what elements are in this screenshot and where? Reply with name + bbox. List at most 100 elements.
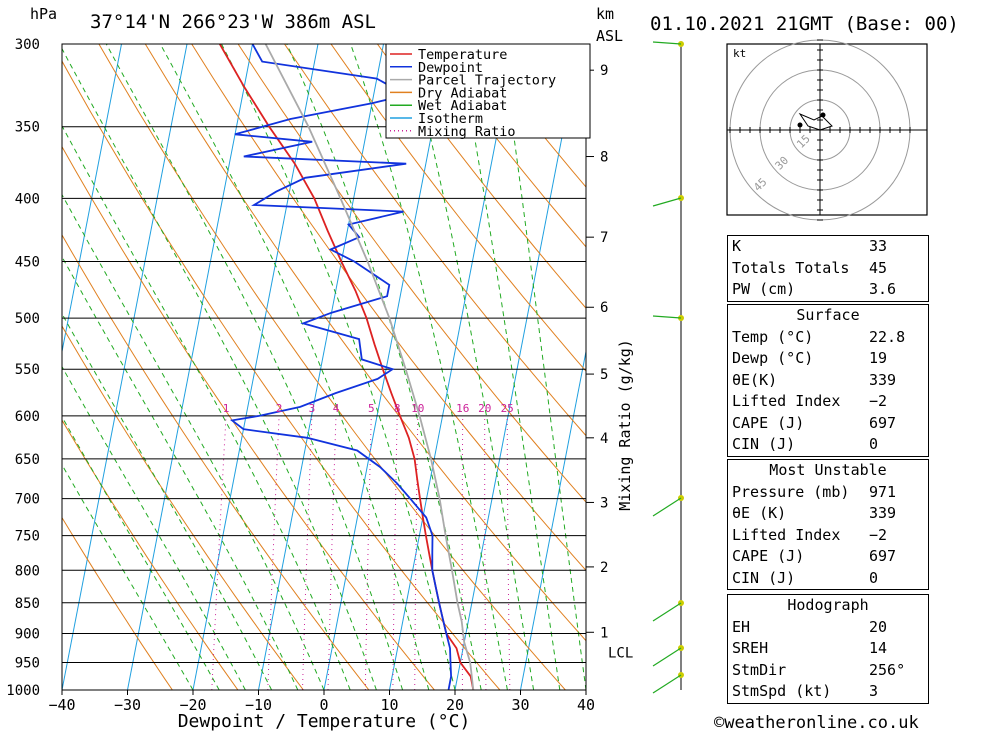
pressure-tick-label: 850 xyxy=(15,596,40,612)
table-row: CIN (J) 0 xyxy=(728,568,928,590)
datetime-title: 01.10.2021 21GMT (Base: 00) xyxy=(650,13,959,35)
wet-adiabat-line xyxy=(457,44,561,690)
pressure-tick-label: 550 xyxy=(15,362,40,378)
row-value: 339 xyxy=(869,370,897,389)
row-value: 20 xyxy=(869,617,888,636)
dry-adiabat-line xyxy=(62,516,173,690)
row-label: θE (K) xyxy=(732,504,787,522)
row-label: Temp (°C) xyxy=(732,327,814,346)
row-label: PW (cm) xyxy=(732,280,796,298)
dry-adiabat-line xyxy=(284,44,586,437)
row-label: K xyxy=(732,237,742,255)
legend-box xyxy=(385,43,591,139)
row-value: −2 xyxy=(869,525,888,544)
series-parcel-trajectory xyxy=(264,44,475,690)
x-tick-label: −30 xyxy=(114,696,141,714)
lcl-label: LCL xyxy=(608,645,633,661)
wind-barbs xyxy=(652,41,684,694)
wind-barb xyxy=(652,602,682,622)
mixing-ratio-label: 4 xyxy=(333,402,340,415)
row-label: Lifted Index xyxy=(732,525,841,544)
isotherm-line xyxy=(389,44,515,690)
legend-label: Dry Adiabat xyxy=(418,85,507,101)
mixing-ratio-label: 1 xyxy=(223,402,230,415)
table-row: SREH 14 xyxy=(728,638,928,660)
row-value: 45 xyxy=(869,258,888,277)
row-label: StmSpd (kt) xyxy=(732,682,832,700)
wind-barb xyxy=(652,41,682,45)
dry-adiabat-line xyxy=(237,44,586,503)
row-label: CAPE (J) xyxy=(732,413,805,432)
table-row: θE(K) 339 xyxy=(728,370,928,392)
pressure-tick-label: 450 xyxy=(15,255,40,271)
table-row: CAPE (J) 697 xyxy=(728,546,928,568)
row-label: SREH xyxy=(732,639,769,657)
wet-adiabat-line xyxy=(350,44,508,690)
table-row: CIN (J) 0 xyxy=(728,434,928,456)
row-label: Totals Totals xyxy=(732,258,850,277)
table-row: StmSpd (kt) 3 xyxy=(728,681,928,703)
mixing-ratio-line xyxy=(484,415,487,690)
mixing-ratio-label: 8 xyxy=(394,402,401,415)
surface-table: Surface Temp (°C) 22.8 Dewp (°C) 19 θE(K) 339 L… xyxy=(727,304,929,457)
wind-barb xyxy=(652,647,682,667)
x-axis-title: Dewpoint / Temperature (°C) xyxy=(178,711,471,732)
row-value: 339 xyxy=(869,504,897,522)
table-row: Pressure (mb) 971 xyxy=(728,482,928,504)
mixing-ratio-label: 16 xyxy=(456,402,469,415)
km-tick-label: 4 xyxy=(600,431,608,447)
row-value: 256° xyxy=(869,660,906,679)
x-tick-label: −10 xyxy=(245,696,272,714)
mixing-ratio-label: 20 xyxy=(478,402,491,415)
table-title: Surface xyxy=(796,306,860,324)
asl-unit-label: ASL xyxy=(596,27,623,45)
plot-frame xyxy=(61,43,587,691)
table-row: Dewp (°C) 19 xyxy=(728,348,928,370)
dry-adiabat-line xyxy=(376,44,586,309)
legend-label: Mixing Ratio xyxy=(418,124,516,140)
row-label: θE(K) xyxy=(732,370,778,389)
wet-adiabat-line xyxy=(62,463,194,690)
wind-barb xyxy=(652,197,682,207)
wet-adiabat-line xyxy=(62,312,273,690)
x-tick-label: −20 xyxy=(179,696,206,714)
x-tick-label: 10 xyxy=(380,696,398,714)
hodograph-trace xyxy=(798,112,833,131)
row-value: 3.6 xyxy=(869,280,897,298)
table-row: CAPE (J) 697 xyxy=(728,413,928,435)
wind-barb xyxy=(652,315,682,319)
pressure-tick-label: 950 xyxy=(15,655,40,671)
row-label: EH xyxy=(732,617,751,636)
dry-adiabat-line xyxy=(423,44,586,248)
hodograph-storm-dot xyxy=(820,112,826,118)
row-label: CIN (J) xyxy=(732,568,796,587)
table-row: EH 20 xyxy=(728,617,928,639)
pressure-tick-label: 750 xyxy=(15,529,40,545)
pressure-tick-label: 900 xyxy=(15,626,40,642)
km-tick-label: 7 xyxy=(600,230,608,246)
x-tick-label: 30 xyxy=(511,696,529,714)
x-tick-label: 0 xyxy=(319,696,328,714)
pressure-tick-label: 300 xyxy=(15,37,40,53)
wet-adiabat-line xyxy=(500,44,586,690)
x-tick-label: −40 xyxy=(48,696,75,714)
hodograph-storm-dot xyxy=(797,122,803,128)
wet-adiabat-line xyxy=(62,415,220,690)
wind-barb xyxy=(652,497,682,517)
indices-table: K 33 Totals Totals 45 PW (cm) 3.6 xyxy=(727,235,929,302)
legend-label: Parcel Trajectory xyxy=(418,73,556,89)
km-tick-label: 5 xyxy=(600,367,608,383)
row-label: StmDir xyxy=(732,660,787,679)
pressure-tick-label: 650 xyxy=(15,452,40,468)
series-dewpoint xyxy=(229,44,453,690)
pressure-tick-label: 700 xyxy=(15,492,40,508)
mixing-ratio-label: 25 xyxy=(501,402,514,415)
dry-adiabat-line xyxy=(330,44,586,372)
row-value: 3 xyxy=(869,682,879,700)
km-tick-label: 6 xyxy=(600,300,608,316)
wet-adiabat-line xyxy=(62,193,325,690)
km-tick-label: 9 xyxy=(600,63,608,79)
row-label: Pressure (mb) xyxy=(732,482,850,501)
